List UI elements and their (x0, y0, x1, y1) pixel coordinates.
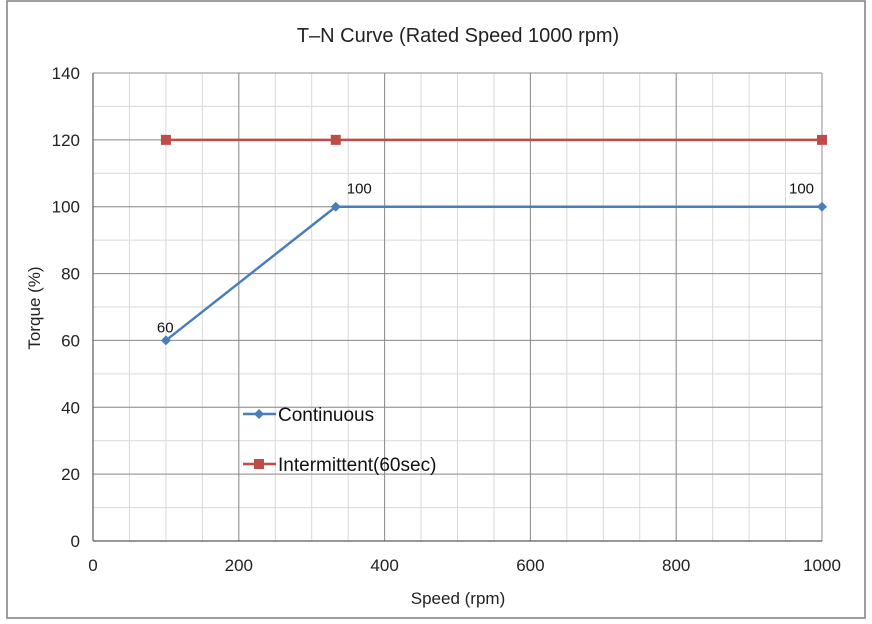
x-tick-label: 1000 (803, 556, 841, 575)
legend-marker (254, 459, 264, 469)
data-label: 100 (347, 181, 372, 198)
chart-border (6, 0, 866, 619)
x-axis-label: Speed (rpm) (411, 589, 505, 608)
series-layer (160, 134, 827, 346)
axis-layer: 0 200 400 600 800 1000 0 20 40 60 80 100 120 140 (52, 64, 841, 575)
x-tick-label: 200 (225, 556, 253, 575)
legend-entry: Continuous (243, 405, 374, 426)
x-tick-label: 800 (662, 556, 690, 575)
y-tick-label: 120 (52, 131, 80, 150)
data-label-layer: 60 100 100 (157, 181, 814, 337)
y-tick-label: 0 (71, 532, 80, 551)
data-point-marker (817, 201, 827, 212)
legend-marker (254, 409, 264, 419)
legend: Continuous Intermittent(60sec) (243, 405, 436, 476)
grid-layer (92, 72, 823, 542)
y-tick-label: 40 (61, 398, 80, 417)
legend-entry: Intermittent(60sec) (243, 455, 436, 476)
y-tick-label: 100 (52, 198, 80, 217)
data-point-marker (817, 134, 827, 145)
chart-title: T–N Curve (Rated Speed 1000 rpm) (297, 25, 619, 47)
y-tick-label: 20 (61, 465, 80, 484)
x-tick-label: 0 (88, 556, 97, 575)
x-tick-label: 400 (370, 556, 398, 575)
y-tick-label: 140 (52, 64, 80, 83)
data-point-marker (160, 335, 171, 346)
series-continuous (160, 201, 827, 346)
x-tick-label: 600 (516, 556, 544, 575)
series-intermittent-60sec (160, 134, 827, 145)
legend-label: Continuous (278, 405, 374, 426)
data-label: 60 (157, 319, 174, 336)
data-point-marker (330, 201, 341, 212)
y-tick-label: 60 (61, 331, 80, 350)
data-point-marker (330, 134, 341, 145)
data-label: 100 (789, 181, 814, 198)
y-axis-label: Torque (%) (25, 266, 44, 349)
data-point-marker (160, 134, 171, 145)
legend-label: Intermittent(60sec) (278, 455, 436, 476)
y-tick-label: 80 (61, 265, 80, 284)
